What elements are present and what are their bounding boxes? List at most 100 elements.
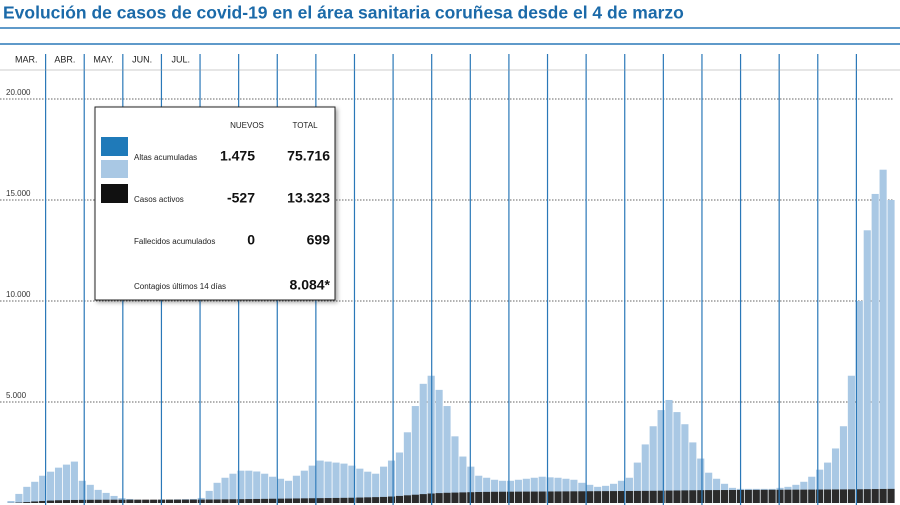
bar xyxy=(871,193,879,503)
bar xyxy=(720,490,729,503)
bar xyxy=(253,471,261,503)
bar xyxy=(395,495,404,503)
bar xyxy=(387,496,396,503)
y-tick-label: 5.000 xyxy=(6,391,27,400)
bar xyxy=(221,499,229,503)
bar xyxy=(665,490,673,503)
bar xyxy=(538,476,546,503)
bar xyxy=(459,492,467,503)
bar xyxy=(538,491,546,503)
bar xyxy=(689,490,697,503)
bar xyxy=(665,399,673,503)
bar xyxy=(126,499,134,503)
x-tick-label: ABR. xyxy=(54,54,75,64)
bar xyxy=(118,499,126,503)
bar xyxy=(403,495,411,503)
legend-box xyxy=(94,106,336,301)
bar xyxy=(181,499,189,503)
bar xyxy=(173,499,182,503)
bar xyxy=(689,442,697,503)
bar xyxy=(332,462,340,503)
bar xyxy=(768,489,776,503)
bar xyxy=(150,499,158,503)
bar xyxy=(847,489,855,503)
bar xyxy=(23,502,31,503)
bar xyxy=(451,492,459,503)
row-label: Casos activos xyxy=(134,195,184,204)
bar xyxy=(562,491,570,503)
bar xyxy=(673,490,681,503)
bar xyxy=(340,463,348,503)
bar xyxy=(514,479,522,503)
bar xyxy=(863,489,871,503)
bar xyxy=(94,499,102,503)
bar xyxy=(839,426,848,503)
bar xyxy=(205,490,213,503)
y-tick-label: 15.000 xyxy=(6,189,31,198)
bar xyxy=(594,491,602,503)
bar xyxy=(570,491,578,503)
bar xyxy=(229,499,237,503)
bar xyxy=(39,500,47,503)
bar xyxy=(855,301,863,503)
bar xyxy=(728,489,737,503)
bar xyxy=(39,475,47,503)
bar xyxy=(792,489,800,503)
bar xyxy=(253,498,261,503)
bar xyxy=(142,499,150,503)
bar xyxy=(387,460,396,503)
bar xyxy=(681,490,689,503)
bar xyxy=(641,444,649,503)
cell-total: 13.323 xyxy=(287,190,330,206)
bar xyxy=(697,458,705,503)
bar xyxy=(562,478,570,503)
x-tick-label: JUL. xyxy=(171,54,190,64)
bar xyxy=(237,470,245,503)
bar xyxy=(31,501,39,503)
x-tick-label: JUN. xyxy=(132,54,152,64)
x-tick-label: MAY. xyxy=(93,54,113,64)
bar xyxy=(641,490,649,503)
bar xyxy=(697,490,705,503)
bar xyxy=(70,499,78,503)
bar xyxy=(356,497,364,503)
bar xyxy=(308,465,316,503)
bar xyxy=(839,489,848,503)
bar xyxy=(7,500,15,503)
legend: NUEVOS TOTAL Altas acumuladas 1.475 75.716… xyxy=(94,106,336,301)
bar xyxy=(110,499,118,503)
cell-total: 8.084* xyxy=(290,277,331,293)
bar xyxy=(530,477,538,503)
bar xyxy=(340,497,348,503)
bar xyxy=(403,432,411,503)
bar xyxy=(419,494,427,503)
bar xyxy=(879,169,887,503)
swatch xyxy=(101,137,128,156)
bar xyxy=(15,493,23,503)
bar xyxy=(86,484,94,503)
cell-total: 699 xyxy=(307,232,331,248)
bar xyxy=(102,499,110,503)
bar xyxy=(23,486,31,503)
bar xyxy=(784,489,792,503)
bar xyxy=(245,470,253,503)
bar xyxy=(522,491,530,503)
bar xyxy=(54,500,63,503)
bar xyxy=(395,452,404,503)
bar xyxy=(831,448,840,503)
bar xyxy=(475,475,483,503)
bar xyxy=(879,488,887,503)
bar xyxy=(62,464,71,503)
bar xyxy=(348,465,356,503)
bar xyxy=(221,477,229,503)
bar xyxy=(189,499,197,503)
bar xyxy=(165,499,174,503)
bar xyxy=(578,491,586,503)
y-tick-label: 10.000 xyxy=(6,290,31,299)
bar xyxy=(269,476,277,503)
row-label: Altas acumuladas xyxy=(134,153,197,162)
bar xyxy=(213,482,221,503)
bar xyxy=(554,491,562,503)
bar xyxy=(483,477,491,503)
bar xyxy=(197,499,205,503)
